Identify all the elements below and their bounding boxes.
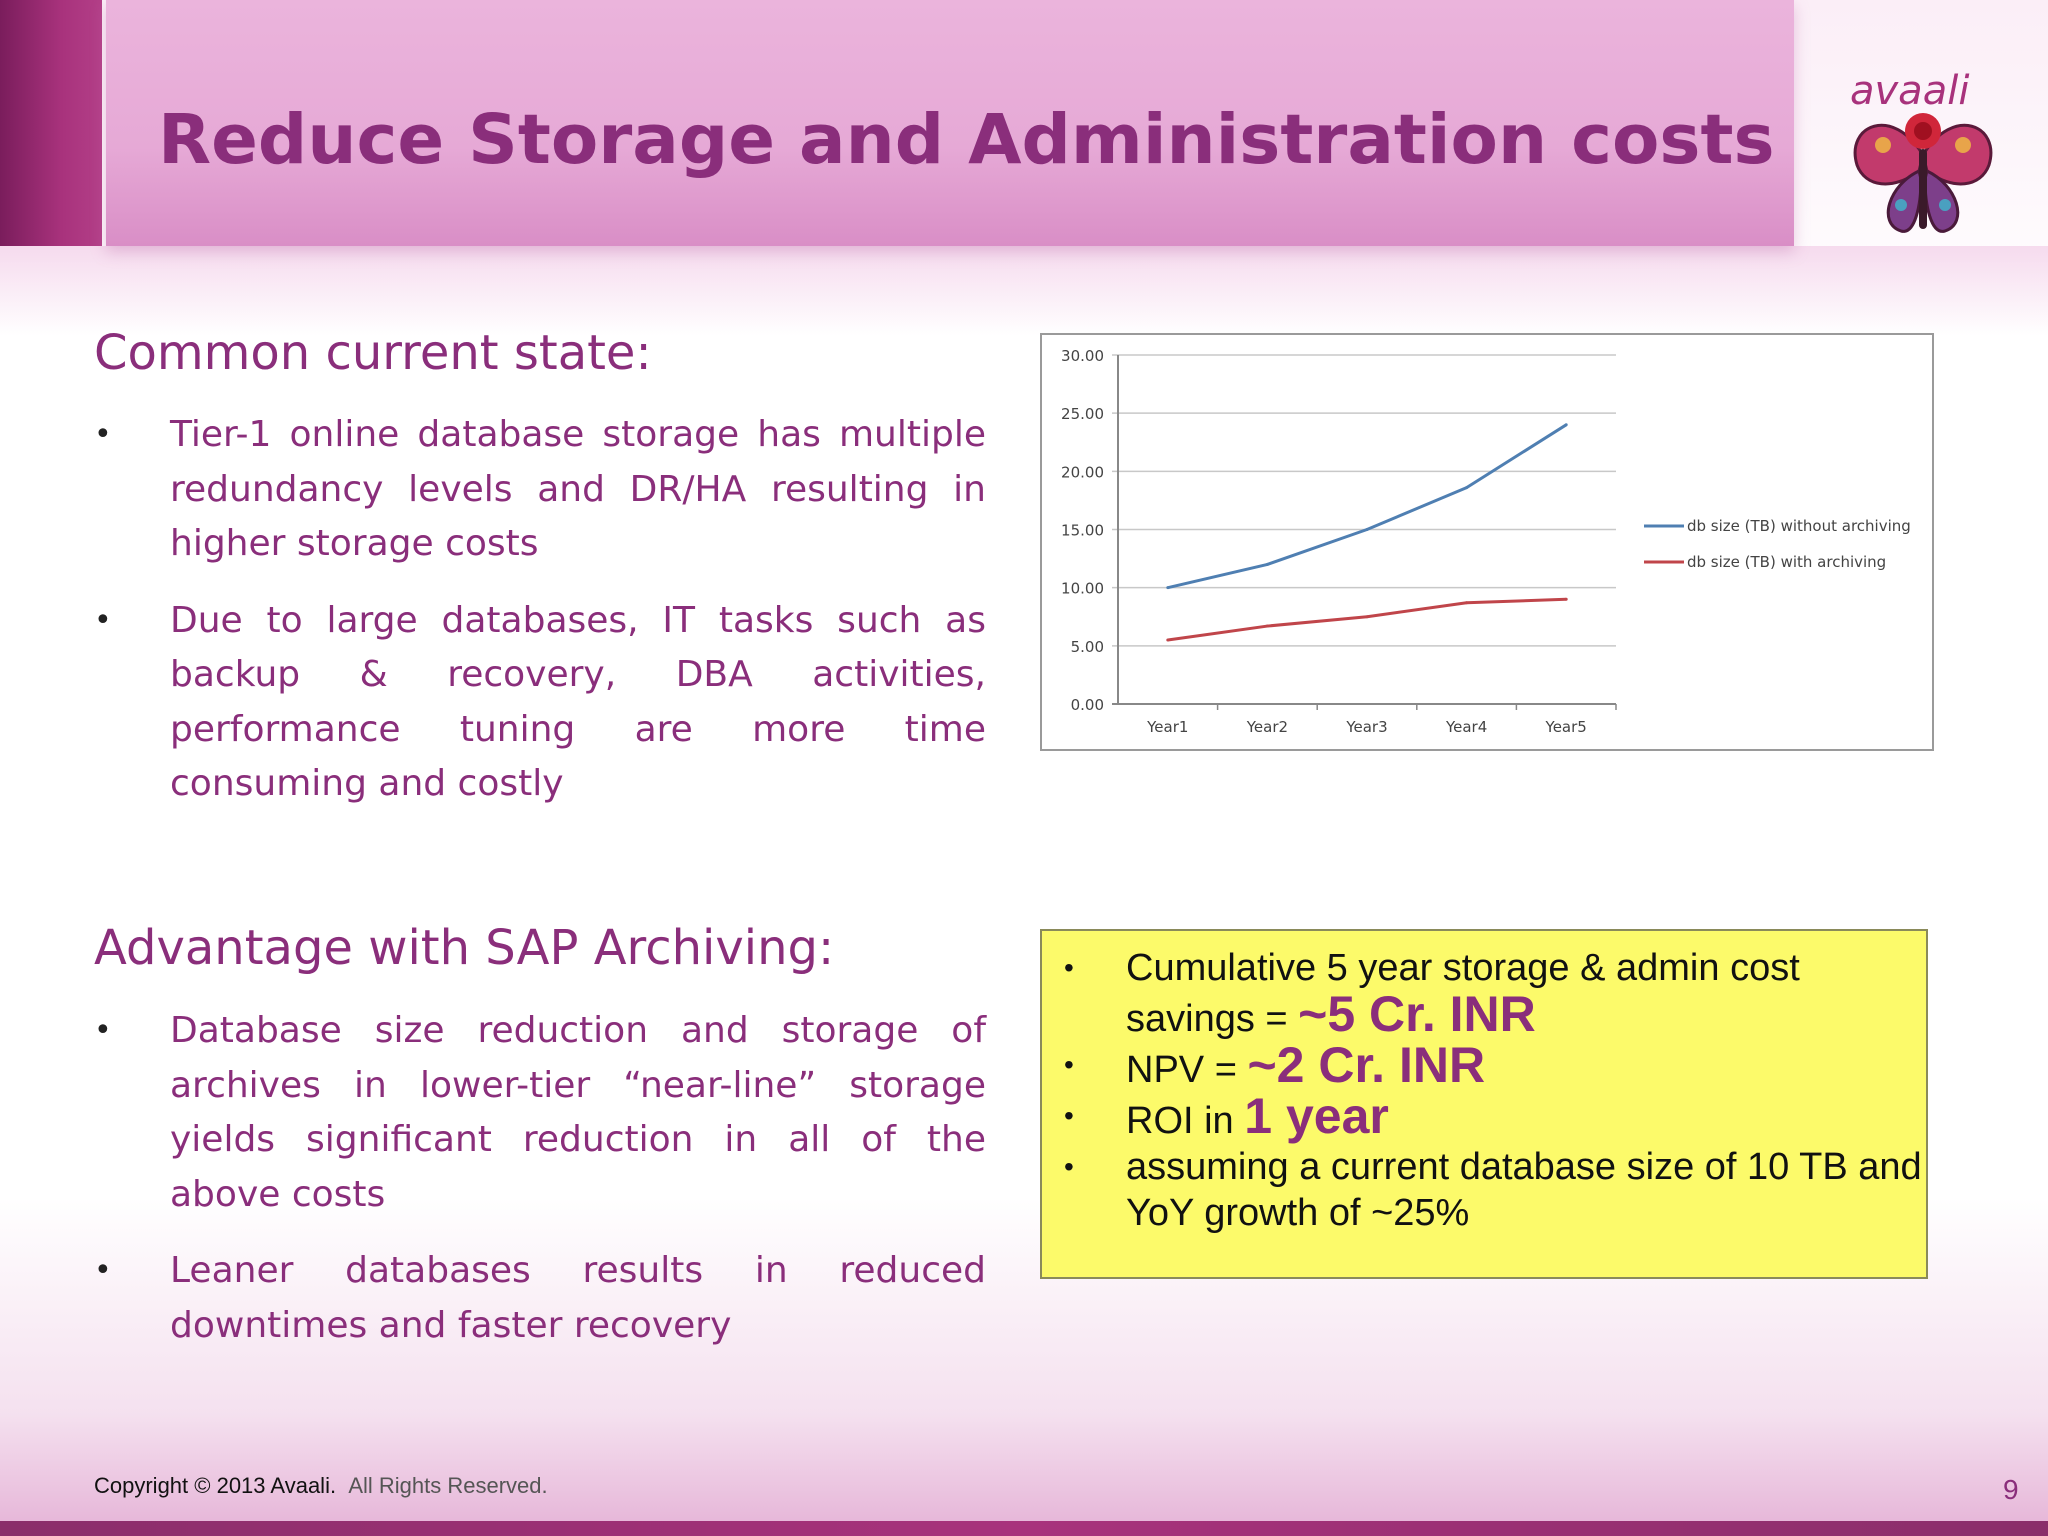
- footer-copyright: Copyright © 2013 Avaali. All Rights Rese…: [94, 1473, 548, 1498]
- callout-item-savings: • Cumulative 5 year storage & admin cost…: [1064, 947, 1800, 1042]
- data-point: [1365, 615, 1369, 619]
- npv-value: ~2 Cr. INR: [1247, 1037, 1486, 1093]
- bullet-icon: •: [1064, 952, 1074, 983]
- y-tick-label: 20.00: [1061, 463, 1104, 481]
- bullet-icon: •: [94, 602, 112, 638]
- data-point: [1265, 562, 1269, 566]
- page-number: 9: [2003, 1474, 2019, 1505]
- callout-item-assumption: • assuming a current database size of 10…: [1064, 1146, 1922, 1234]
- data-point: [1465, 601, 1469, 605]
- x-tick-label: Year5: [1545, 718, 1587, 736]
- savings-callout: • Cumulative 5 year storage & admin cost…: [1040, 929, 1928, 1279]
- slide-title: Reduce Storage and Administration costs: [158, 100, 1775, 180]
- data-point: [1465, 486, 1469, 490]
- callout-item-roi: • ROI in 1 year: [1064, 1088, 1389, 1144]
- y-tick-label: 30.00: [1061, 347, 1104, 365]
- list-item: • Tier-1 online database storage has mult…: [94, 408, 986, 572]
- data-point: [1166, 586, 1170, 590]
- savings-value: ~5 Cr. INR: [1298, 986, 1536, 1042]
- bullet-icon: •: [1064, 1049, 1074, 1080]
- data-point: [1564, 423, 1568, 427]
- series-line: [1167, 423, 1568, 590]
- list-item: • Leaner databases results in reduced dow…: [94, 1244, 986, 1353]
- list-item: • Database size reduction and storage of …: [94, 1004, 986, 1222]
- y-tick-label: 25.00: [1061, 405, 1104, 423]
- current-state-list: • Tier-1 online database storage has mult…: [94, 408, 986, 834]
- bullet-icon: •: [1064, 1100, 1074, 1131]
- bullet-icon: •: [94, 1253, 112, 1288]
- footer-bar: [0, 1521, 2048, 1536]
- y-tick-label: 0.00: [1071, 696, 1104, 714]
- y-tick-label: 10.00: [1061, 580, 1104, 598]
- x-tick-label: Year4: [1445, 718, 1487, 736]
- advantage-list: • Database size reduction and storage of …: [94, 1004, 986, 1375]
- header-left-bar: [0, 0, 102, 246]
- bullet-icon: •: [1064, 1151, 1074, 1182]
- series-line: [1167, 597, 1567, 642]
- bullet-icon: •: [94, 417, 112, 452]
- y-tick-label: 5.00: [1071, 638, 1104, 656]
- list-item: • Due to large databases, IT tasks such a…: [94, 594, 986, 812]
- chart-container: 0.00 5.00 10.00 15.00 20.00 25.00 30.00 Year1 Ye…: [1040, 333, 1934, 751]
- advantage-heading: Advantage with SAP Archiving:: [94, 920, 835, 976]
- butterfly-logo-icon: [1853, 113, 1993, 233]
- y-tick-label: 15.00: [1061, 522, 1104, 540]
- bullet-icon: •: [94, 1013, 112, 1048]
- x-tick-label: Year2: [1246, 718, 1288, 736]
- x-tick-label: Year3: [1345, 718, 1387, 736]
- x-tick-label: Year1: [1146, 718, 1188, 736]
- data-point: [1166, 638, 1170, 642]
- data-point: [1365, 528, 1369, 531]
- logo-wordmark: avaali: [1850, 68, 1970, 114]
- roi-value: 1 year: [1244, 1088, 1389, 1144]
- header-fade: [0, 246, 2048, 336]
- data-point: [1265, 624, 1269, 628]
- legend-label: db size (TB) with archiving: [1687, 553, 1886, 571]
- header-band: [106, 0, 1794, 246]
- legend-label: db size (TB) without archiving: [1687, 517, 1911, 535]
- line-chart: 0.00 5.00 10.00 15.00 20.00 25.00 30.00 Year1 Ye…: [1061, 347, 1911, 736]
- current-state-heading: Common current state:: [94, 325, 652, 381]
- data-point: [1564, 597, 1568, 601]
- callout-item-npv: • NPV = ~2 Cr. INR: [1064, 1037, 1486, 1093]
